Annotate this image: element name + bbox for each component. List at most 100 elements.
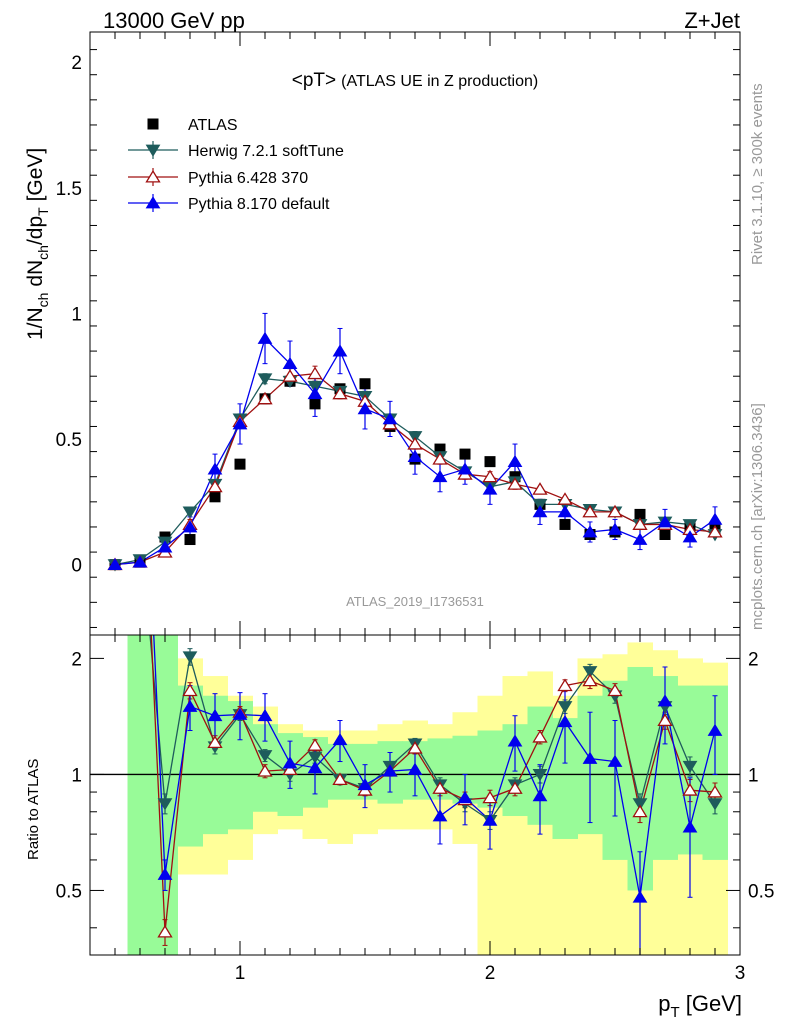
ratio-herwig-point [182, 651, 198, 664]
ratio-y-tick-label-right: 2 [748, 649, 759, 670]
ratio-pythia8-point [457, 790, 473, 804]
atlas-point [234, 458, 246, 470]
pythia8-point [682, 530, 698, 543]
herwig-point [182, 506, 198, 519]
x-tick-label: 3 [735, 963, 746, 984]
ratio-y-axis-label: Ratio to ATLAS [25, 759, 42, 860]
pythia8-point [407, 449, 423, 462]
x-tick-label: 1 [235, 963, 246, 984]
ratio-y-tick-label-right: 1 [748, 765, 759, 786]
ratio-pythia8-point [332, 732, 348, 746]
herwig-point [307, 380, 323, 394]
pythia6-point [282, 369, 298, 382]
ratio-pythia8-point [532, 789, 548, 802]
pythia6-point [482, 469, 498, 483]
pythia8-point [207, 462, 223, 475]
ratio-herwig-point [582, 666, 598, 679]
ratio-pythia8-point [632, 890, 648, 903]
y-tick-label: 1.5 [56, 179, 82, 200]
ratio-pythia8-point [207, 708, 223, 722]
pythia8-point [132, 555, 148, 568]
ratio-pythia6-point [332, 772, 348, 786]
x-label-main: p [658, 991, 670, 1016]
y-label-part-2: dN [24, 260, 47, 293]
pythia6-point [707, 524, 723, 538]
pythia8-point [632, 532, 648, 545]
pythia6-point [432, 452, 448, 465]
ratio-pythia6-point [407, 741, 423, 754]
pythia8-point [507, 454, 523, 468]
y-tick-label: 1 [71, 304, 82, 325]
ratio-pythia6-point [557, 678, 573, 692]
ratio-pythia6-point [507, 781, 523, 794]
ratio-pythia6-point [307, 738, 323, 751]
ratio-pythia6-point [632, 804, 648, 818]
ratio-pythia6-point [207, 735, 223, 749]
legend-label-pythia8: Pythia 8.170 default [188, 196, 330, 213]
pythia6-point [507, 477, 523, 490]
pythia6-point [607, 504, 623, 518]
pythia8-point [432, 469, 448, 483]
ratio-y-tick-label: 2 [71, 649, 82, 670]
ratio-herwig-point [557, 701, 573, 714]
ratio-pythia8-point [157, 867, 173, 880]
pythia8-point [257, 331, 273, 344]
ratio-pythia6-point [657, 713, 673, 727]
pythia8-point [332, 344, 348, 357]
herwig-point [257, 373, 273, 386]
ratio-herwig-point [257, 750, 273, 763]
pythia6-point [557, 492, 573, 505]
atlas-point [359, 378, 371, 390]
y-label-part-0: 1/N [24, 307, 47, 340]
pythia8-point [557, 505, 573, 518]
ratio-y-tick-label: 0.5 [56, 881, 82, 902]
atlas-point [634, 508, 646, 520]
pythia8-point [107, 557, 123, 571]
ratio-pythia8-point [507, 734, 523, 747]
atlas-point [184, 534, 196, 546]
ratio-pythia6-point [257, 764, 273, 777]
y-label-part-6: [GeV] [24, 148, 47, 208]
ratio-plot-ticks: 1 2 3 0.5 0.5 1 1 2 2 [56, 635, 774, 984]
mcplots-label: mcplots.cern.ch [arXiv:1306.3436] [749, 403, 766, 630]
ratio-pythia8-point [657, 694, 673, 707]
legend-label-atlas: ATLAS [188, 117, 238, 134]
plot-title-sub: (ATLAS UE in Z production) [341, 73, 538, 90]
atlas-point [434, 443, 446, 455]
pythia8-point [357, 402, 373, 415]
pythia6-point [207, 479, 223, 493]
x-tick-label: 2 [485, 963, 496, 984]
pythia6-point [332, 386, 348, 400]
pythia8-point [182, 520, 198, 533]
ratio-pythia6-point [582, 673, 598, 687]
ratio-pythia8-point [182, 699, 198, 712]
ratio-pythia8-point [257, 708, 273, 722]
herwig-point [532, 498, 548, 512]
y-tick-label: 2 [71, 53, 82, 74]
header-right-label: Z+Jet [684, 8, 740, 33]
ratio-pythia8-point [282, 756, 298, 769]
plot-title: <pT> (ATLAS UE in Z production) [292, 70, 538, 91]
atlas-point [309, 398, 321, 410]
pythia6-point [307, 366, 323, 380]
ratio-pythia6-point [157, 924, 173, 938]
pythia8-point [482, 482, 498, 495]
pythia8-point [532, 505, 548, 518]
pythia6-point [632, 517, 648, 530]
ratio-pythia8-point [582, 751, 598, 764]
pythia8-point [307, 386, 323, 400]
atlas-point [459, 448, 471, 460]
y-tick-label: 0.5 [56, 430, 82, 451]
legend-marker-pythia6 [145, 169, 161, 183]
ratio-y-tick-label-right: 0.5 [748, 881, 774, 902]
ratio-pythia6-point [182, 683, 198, 697]
x-label-sub: T [670, 1004, 679, 1021]
main-plot-marks [107, 312, 723, 572]
ratio-pythia8-point [432, 809, 448, 822]
legend-marker-pythia8 [145, 196, 161, 209]
main-plot-panel: 0 0.5 1 1.5 2 <pT> (ATLAS UE in Z production)… [24, 31, 741, 636]
y-label-part-5: T [35, 207, 51, 216]
y-label-part-4: /dp [24, 216, 47, 245]
ratio-pythia6-point [432, 781, 448, 794]
ratio-herwig-point [532, 769, 548, 782]
